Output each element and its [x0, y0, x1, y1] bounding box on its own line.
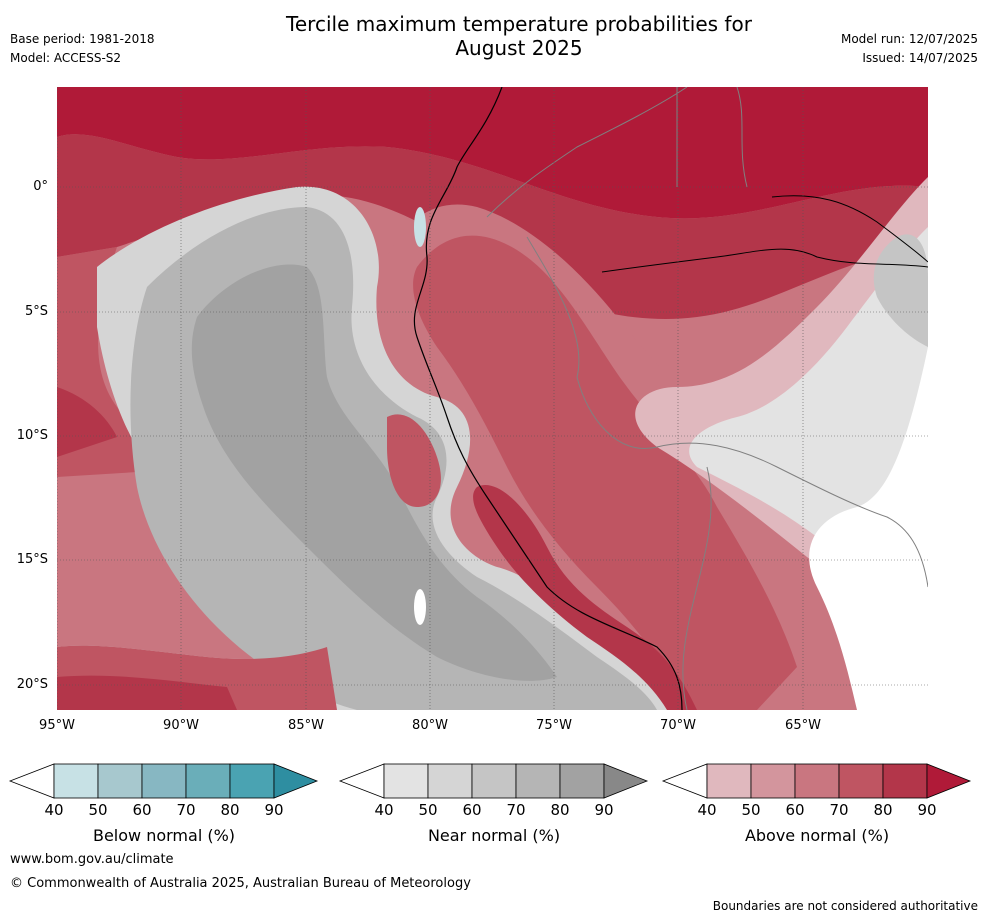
- base-period: Base period: 1981-2018: [10, 32, 155, 46]
- cbar-above-tick: 60: [785, 801, 805, 819]
- colorbar-below-seg-50: [97, 763, 143, 799]
- cbar-below-tick: 70: [176, 801, 196, 819]
- map-title: Tercile maximum temperature probabilitie…: [244, 12, 794, 60]
- colorbar-below-label: Below normal (%): [92, 826, 236, 845]
- colorbar-near-seg-70: [515, 763, 561, 799]
- colorbar-below-low-cap: [8, 763, 55, 799]
- cbar-below-tick: 90: [264, 801, 284, 819]
- colorbar-near-low-cap: [338, 763, 385, 799]
- colorbar-near-label: Near normal (%): [427, 826, 561, 845]
- region-near-60-ne: [873, 234, 928, 347]
- website-link[interactable]: www.bom.gov.au/climate: [10, 852, 174, 867]
- lon-tick-65w: 65°W: [785, 718, 821, 733]
- lat-tick-15s: 15°S: [16, 552, 48, 567]
- colorbar-above-seg-60: [794, 763, 840, 799]
- cbar-above-tick: 90: [917, 801, 937, 819]
- coastline: [413, 87, 683, 710]
- amazon-river-north: [771, 195, 928, 263]
- cbar-near-tick: 90: [594, 801, 614, 819]
- colorbar-above-seg-50: [750, 763, 796, 799]
- cbar-below-tick: 60: [132, 801, 152, 819]
- colorbar-below-seg-60: [141, 763, 187, 799]
- lon-tick-80w: 80°W: [412, 718, 448, 733]
- cbar-near-tick: 40: [374, 801, 394, 819]
- cbar-near-tick: 60: [462, 801, 482, 819]
- region-above-80-coast: [473, 485, 697, 710]
- cbar-near-tick: 50: [418, 801, 438, 819]
- colorbar-above-low-cap: [661, 763, 708, 799]
- cbar-above-tick: 40: [697, 801, 717, 819]
- lon-tick-85w: 85°W: [288, 718, 324, 733]
- country-borders: [486, 87, 928, 588]
- lon-tick-75w: 75°W: [536, 718, 572, 733]
- lat-tick-0: 0°: [33, 179, 48, 194]
- colorbar-near-seg-50: [427, 763, 473, 799]
- colorbar-near-seg-40: [383, 763, 429, 799]
- probability-map: [57, 87, 928, 710]
- lon-tick-70w: 70°W: [660, 718, 696, 733]
- lon-tick-90w: 90°W: [163, 718, 199, 733]
- model-run-date: Model run: 12/07/2025: [840, 32, 978, 46]
- colorbar-below-seg-40: [53, 763, 99, 799]
- cbar-near-tick: 80: [550, 801, 570, 819]
- lat-tick-10s: 10°S: [16, 428, 48, 443]
- colorbar-near: [338, 763, 649, 799]
- region-above-70-land: [413, 235, 797, 710]
- region-above-80-south: [57, 675, 237, 710]
- lat-tick-20s: 20°S: [16, 677, 48, 692]
- cbar-above-tick: 80: [873, 801, 893, 819]
- region-white-east: [809, 347, 928, 710]
- model-name: Model: ACCESS-S2: [10, 51, 122, 65]
- colorbar-above-high-cap: [926, 763, 972, 799]
- cbar-above-tick: 70: [829, 801, 849, 819]
- disclaimer-text: Boundaries are not considered authoritat…: [712, 899, 978, 913]
- region-above-80-west: [57, 387, 117, 457]
- cbar-below-tick: 80: [220, 801, 240, 819]
- colorbar-below-seg-80: [229, 763, 275, 799]
- colorbar-near-high-cap: [603, 763, 649, 799]
- colorbar-below-high-cap: [273, 763, 319, 799]
- cbar-above-tick: 50: [741, 801, 761, 819]
- issued-date: Issued: 14/07/2025: [862, 51, 978, 65]
- colorbar-near-seg-60: [471, 763, 517, 799]
- cbar-below-tick: 40: [44, 801, 64, 819]
- colorbar-above-label: Above normal (%): [744, 826, 890, 845]
- gridlines: [57, 87, 928, 710]
- cbar-below-tick: 50: [88, 801, 108, 819]
- country-border-south: [682, 466, 712, 710]
- colorbar-below: [8, 763, 319, 799]
- amazon-river: [601, 248, 928, 273]
- region-white-island: [414, 589, 426, 625]
- colorbar-above-seg-70: [838, 763, 884, 799]
- lat-tick-5s: 5°S: [24, 304, 48, 319]
- colorbar-above-seg-80: [882, 763, 928, 799]
- colorbar-below-seg-70: [185, 763, 231, 799]
- lon-tick-95w: 95°W: [39, 718, 75, 733]
- colorbar-above: [661, 763, 972, 799]
- region-above-90-north: [57, 87, 928, 219]
- region-above-70-island: [387, 414, 441, 507]
- cbar-near-tick: 70: [506, 801, 526, 819]
- region-below-40-coast: [414, 207, 426, 247]
- title-line: Tercile maximum temperature probabilitie…: [286, 12, 752, 60]
- region-near-80: [191, 264, 557, 681]
- region-near-40-east: [689, 227, 928, 587]
- copyright-text: © Commonwealth of Australia 2025, Austra…: [10, 876, 471, 891]
- colorbar-above-seg-40: [706, 763, 752, 799]
- colorbar-near-seg-80: [559, 763, 605, 799]
